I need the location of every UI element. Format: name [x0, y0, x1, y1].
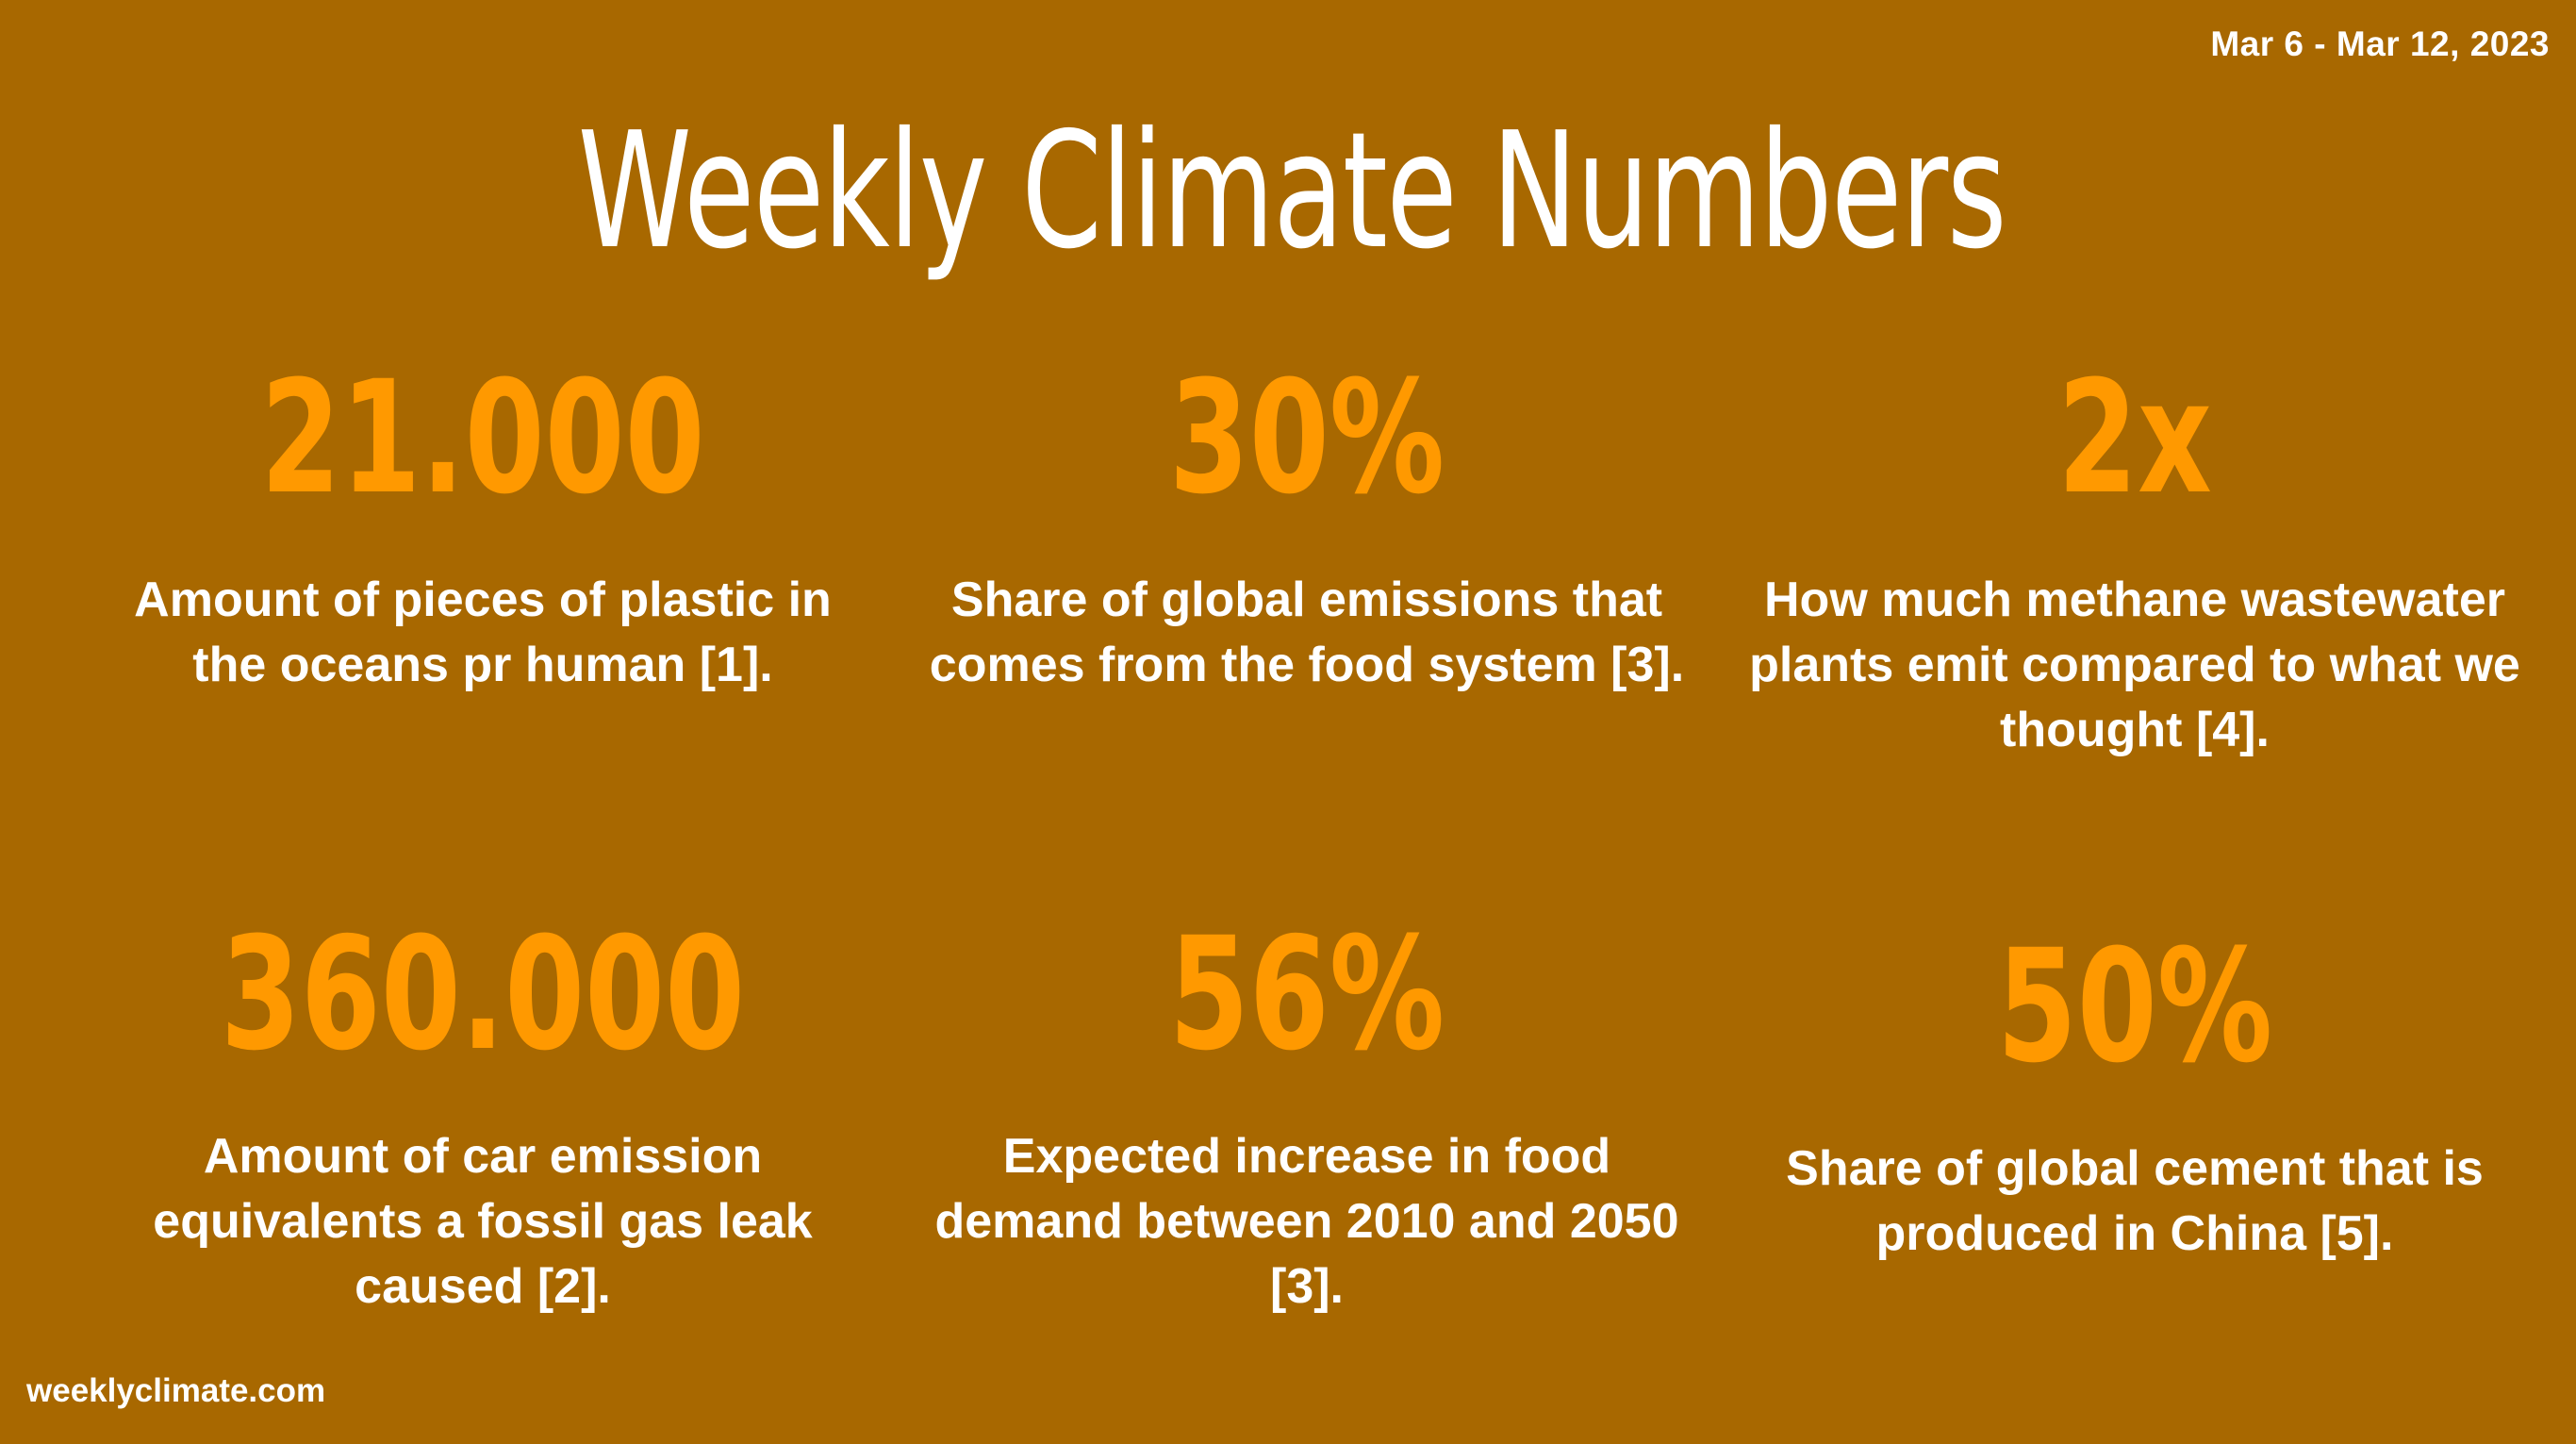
stat-number: 30% — [1168, 347, 1445, 528]
stat-description: Amount of pieces of plastic in the ocean… — [134, 573, 832, 692]
stat-card: 2x How much methane wastewater plants em… — [1720, 360, 2550, 763]
stat-description: Expected increase in food demand between… — [934, 1129, 1679, 1314]
stat-card: 30% Share of global emissions that comes… — [892, 360, 1722, 698]
stat-card: 56% Expected increase in food demand bet… — [892, 917, 1722, 1320]
stat-card: 360.000 Amount of car emission equivalen… — [68, 917, 898, 1320]
stat-number: 21.000 — [260, 347, 705, 528]
page-title: Weekly Climate Numbers — [577, 98, 2007, 285]
stat-number: 360.000 — [220, 904, 746, 1085]
stat-number: 50% — [1996, 916, 2273, 1097]
stat-card: 21.000 Amount of pieces of plastic in th… — [68, 360, 898, 698]
stat-description: Share of global cement that is produced … — [1786, 1141, 2484, 1261]
stat-description: How much methane wastewater plants emit … — [1749, 573, 2520, 757]
stat-card: 50% Share of global cement that is produ… — [1720, 929, 2550, 1267]
stat-description: Amount of car emission equivalents a fos… — [153, 1129, 813, 1314]
website-link[interactable]: weeklyclimate.com — [26, 1372, 326, 1409]
stat-description: Share of global emissions that comes fro… — [929, 573, 1685, 692]
stat-number: 2x — [2057, 347, 2212, 528]
stat-number: 56% — [1168, 904, 1445, 1085]
date-range: Mar 6 - Mar 12, 2023 — [2210, 25, 2550, 63]
